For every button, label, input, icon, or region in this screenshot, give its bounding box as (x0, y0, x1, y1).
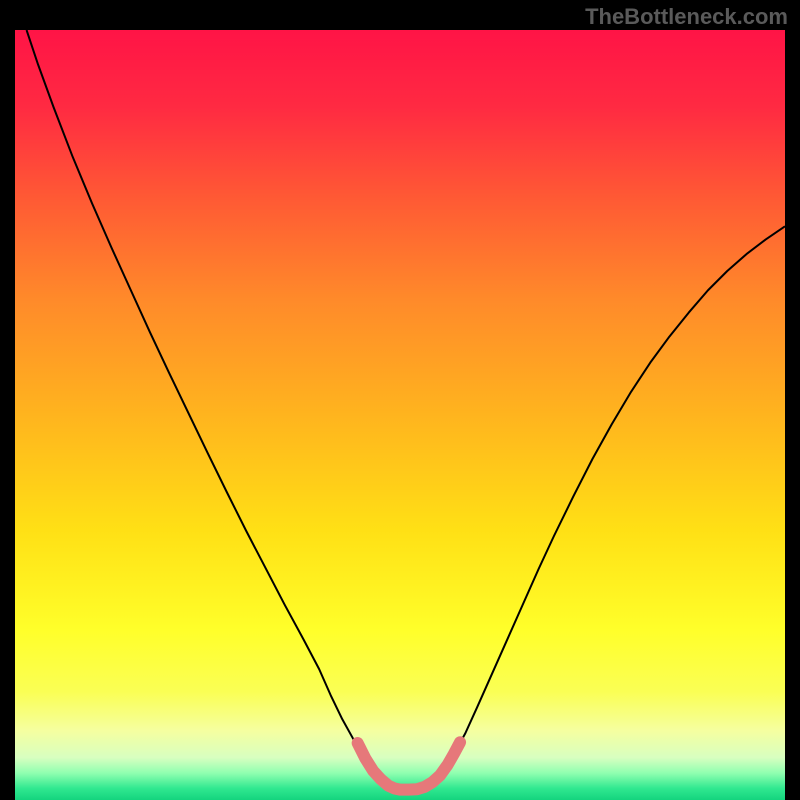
chart-frame: TheBottleneck.com (0, 0, 800, 800)
chart-plot (15, 30, 785, 800)
gradient-background (15, 30, 785, 800)
watermark-label: TheBottleneck.com (585, 4, 788, 30)
